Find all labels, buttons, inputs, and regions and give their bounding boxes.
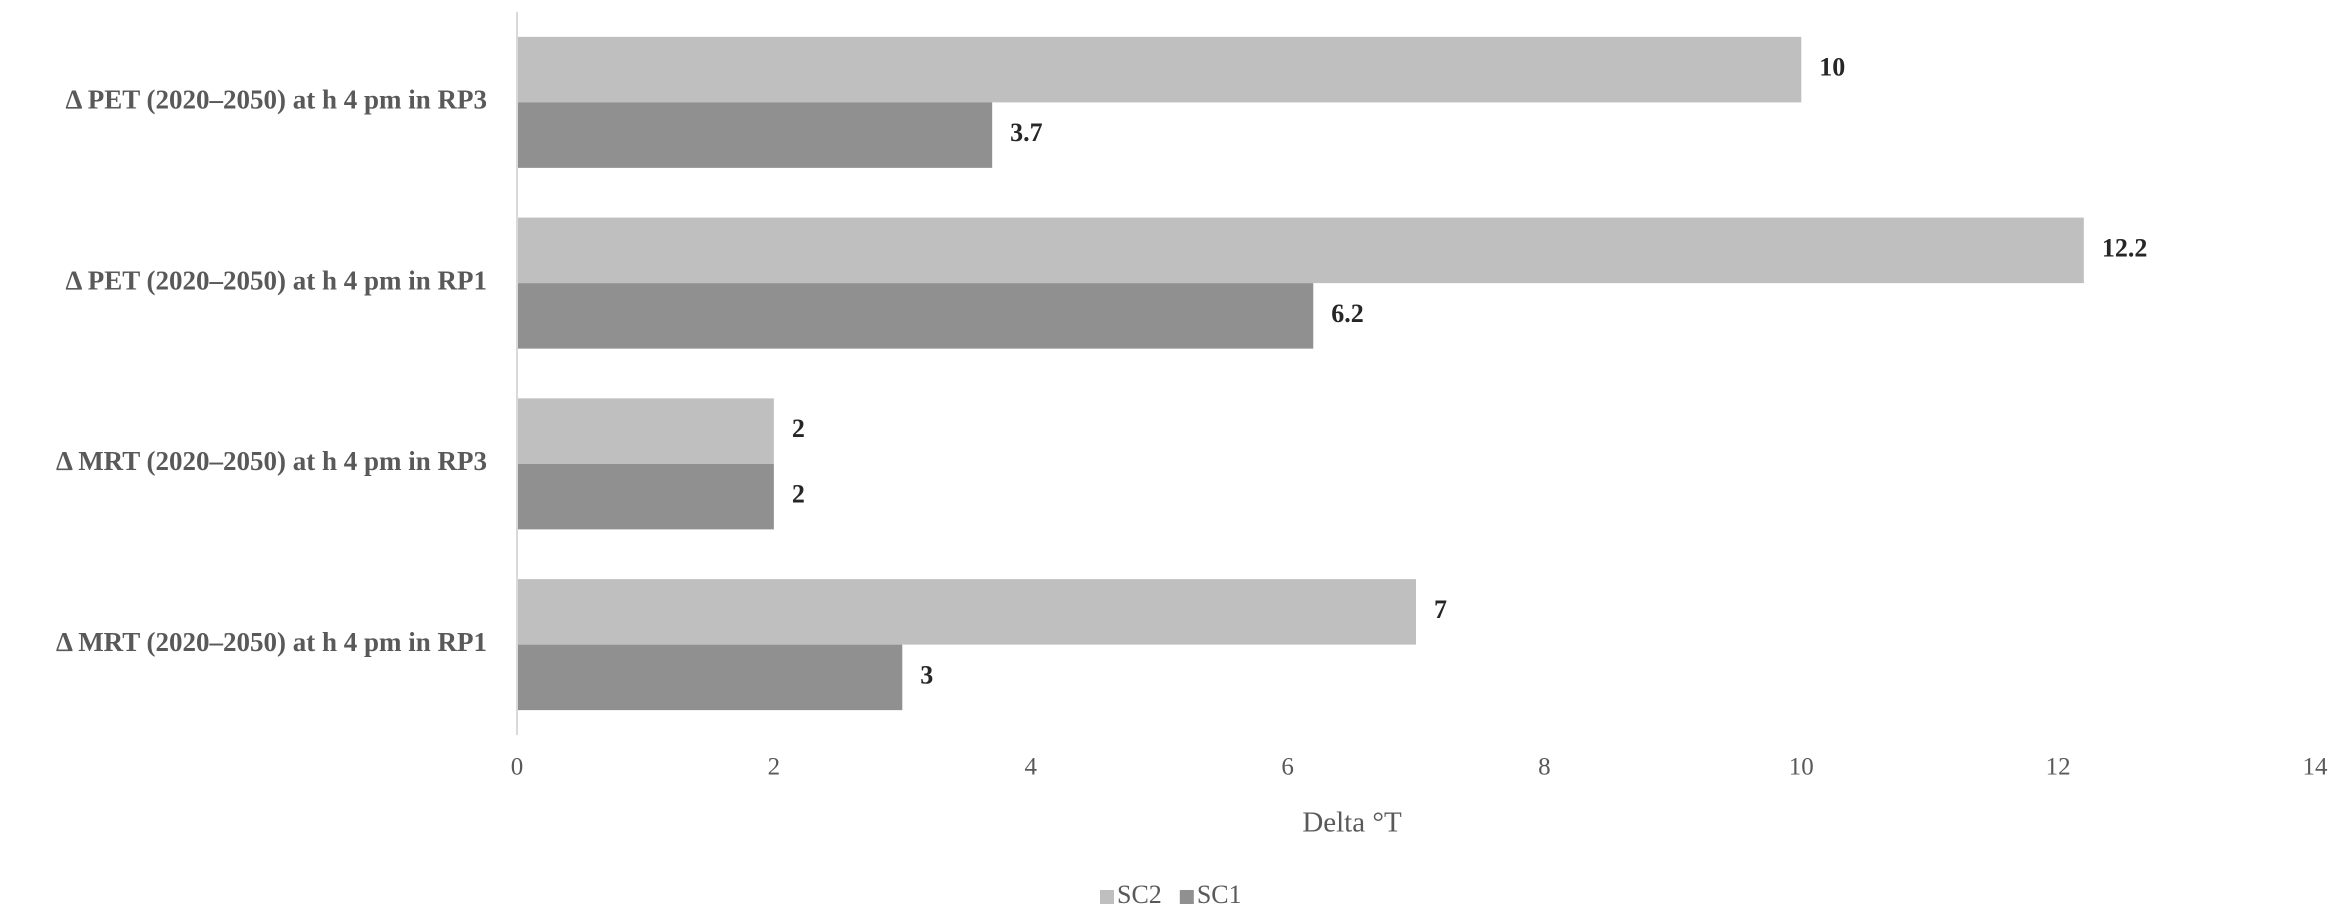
- data-label: 3: [920, 660, 933, 689]
- bar: [517, 463, 774, 530]
- y-tick-label: Δ PET (2020–2050) at h 4 pm in RP3: [66, 85, 487, 115]
- x-tick-label: 8: [1538, 754, 1551, 781]
- x-tick-label: 14: [2303, 754, 2329, 781]
- y-tick-label: Δ PET (2020–2050) at h 4 pm in RP1: [66, 265, 487, 295]
- data-label: 2: [792, 414, 805, 443]
- data-label: 7: [1434, 595, 1447, 624]
- data-label: 10: [1819, 53, 1845, 82]
- bar: [517, 579, 1416, 645]
- x-axis-label: Delta °T: [1302, 807, 1402, 839]
- x-tick-label: 2: [768, 754, 781, 781]
- data-label: 2: [792, 480, 805, 509]
- bar: [517, 217, 2084, 284]
- bar: [517, 283, 1314, 349]
- bar: [517, 102, 993, 168]
- x-tick-label: 10: [1789, 754, 1814, 781]
- data-label: 6.2: [1331, 299, 1364, 328]
- data-label: 12.2: [2102, 233, 2148, 262]
- bar: [517, 644, 903, 711]
- bar: [517, 398, 774, 464]
- legend-label: SC1: [1197, 880, 1242, 909]
- x-tick-label: 4: [1024, 754, 1037, 781]
- y-tick-label: Δ MRT (2020–2050) at h 4 pm in RP1: [56, 627, 487, 657]
- legend-label: SC2: [1117, 880, 1162, 909]
- x-tick-label: 6: [1281, 754, 1294, 781]
- legend-swatch: [1100, 890, 1114, 904]
- x-tick-label: 0: [511, 754, 524, 781]
- bar: [517, 36, 1802, 103]
- data-label: 3.7: [1010, 118, 1043, 147]
- x-tick-label: 12: [2046, 754, 2071, 781]
- y-tick-label: Δ MRT (2020–2050) at h 4 pm in RP3: [56, 446, 487, 476]
- legend-swatch: [1179, 890, 1194, 904]
